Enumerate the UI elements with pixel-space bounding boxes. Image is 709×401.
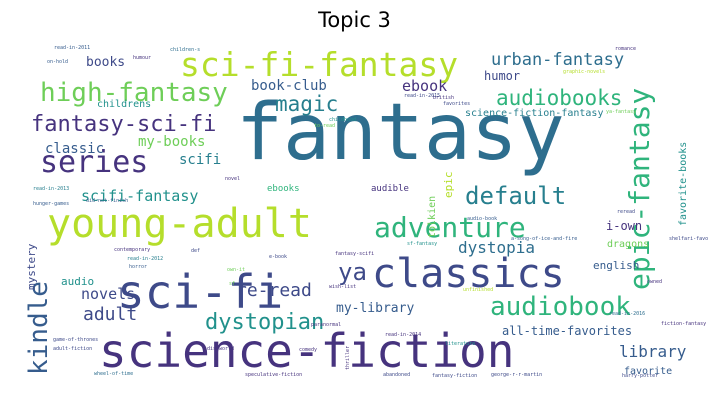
word-hunger-games: hunger-games <box>33 201 70 207</box>
word-on-hold: on-hold <box>47 59 69 65</box>
word-fantasy-sci-fi: fantasy-sci-fi <box>31 112 217 137</box>
word-classics: classics <box>372 251 565 297</box>
word-scifi: scifi <box>179 152 222 168</box>
word-own-it: own-it <box>227 267 246 273</box>
word-adult-fiction: adult-fiction <box>53 346 93 352</box>
word-tolkien: tolkien <box>427 195 438 238</box>
word-ebooks: ebooks <box>267 184 300 194</box>
word-sf-fantasy: sf-fantasy <box>407 241 438 247</box>
word-adult: adult <box>83 304 138 325</box>
word-harry-potter: harry-potter <box>622 373 659 379</box>
word-children-s: children-s <box>170 47 201 53</box>
word-mystery: mystery <box>25 243 38 290</box>
word-re-read: re-read <box>236 280 312 301</box>
word-dystopian: dystopian <box>205 310 325 335</box>
word-read-in-2011: read-in-2011 <box>54 45 91 51</box>
word-library: library <box>619 342 687 361</box>
word-fantasy-scifi: fantasy-scifi <box>335 251 375 257</box>
word-british: british <box>433 95 455 101</box>
chart-title: Topic 3 <box>318 8 391 32</box>
word-default: default <box>465 182 567 210</box>
word-book-club: book-club <box>251 78 327 94</box>
word-all-time-favorites: all-time-favorites <box>502 324 633 338</box>
word-epic: epic <box>442 171 455 199</box>
word-favorite: favorite <box>624 366 673 377</box>
word-romance: romance <box>615 46 637 52</box>
word-e-book: e-book <box>269 254 288 260</box>
word-sf: sf <box>229 281 236 287</box>
word-read-in-2013: read-in-2013 <box>33 186 70 192</box>
word-wheel-of-time: wheel-of-time <box>94 371 134 377</box>
word-fiction-fantasy: fiction-fantasy <box>661 321 707 327</box>
word-abandoned: abandoned <box>383 372 411 378</box>
word-sci-fi: sci-fi <box>117 265 284 319</box>
word-read-in-2016: read-in-2016 <box>609 311 646 317</box>
word-adventure: adventure <box>374 211 526 244</box>
word-audio: audio <box>61 275 95 288</box>
word-novels: novels <box>81 285 136 303</box>
word-dystopia: dystopia <box>458 238 536 257</box>
word-i-own: i-own <box>606 219 643 233</box>
word-magic: magic <box>275 92 339 116</box>
word-game-of-thrones: game-of-thrones <box>53 337 99 343</box>
word-to-read: to-read <box>314 123 336 129</box>
word-humor: humor <box>484 69 521 83</box>
word-childrens: childrens <box>97 99 152 110</box>
word-series: series <box>40 145 149 180</box>
word-novel: novel <box>225 176 241 182</box>
word-paranormal: paranormal <box>311 322 342 328</box>
word-scifi-fantasy: scifi-fantasy <box>81 187 199 205</box>
word-george-r-r-martin: george-r-r-martin <box>491 372 543 378</box>
word-ya: ya <box>338 258 367 286</box>
word-cloud: fantasy science-fiction sci-fi young-adu… <box>24 42 709 386</box>
word-high-fantasy: high-fantasy <box>40 78 228 108</box>
word-audible: audible <box>371 184 409 194</box>
word-did-not-finish: did-not-finish <box>86 198 129 204</box>
word-read-in-2012: read-in-2012 <box>127 256 164 262</box>
word-kindle: kindle <box>24 281 54 375</box>
word-owned: owned <box>647 279 663 285</box>
word-reread: reread <box>617 209 636 215</box>
word-childhood: childhood <box>329 117 357 123</box>
word-horror: horror <box>129 264 148 270</box>
word-favorite-books: favorite-books <box>678 141 689 226</box>
word-thriller: thriller <box>345 345 351 370</box>
word-english: english <box>593 259 640 272</box>
word-speculative-fiction: speculative-fiction <box>245 372 303 378</box>
word-books: books <box>86 55 126 70</box>
word-my-books: my-books <box>138 134 206 150</box>
word-def: def <box>191 248 201 254</box>
word-science-fiction: science-fiction <box>99 324 515 378</box>
word-my-library: my-library <box>336 301 415 316</box>
word-discworld: discworld <box>207 346 235 352</box>
word-young-adult: young-adult <box>47 201 312 247</box>
word-audio-book: audio-book <box>467 216 498 222</box>
word-favorites: favorites <box>443 101 471 107</box>
word-classic: classic <box>45 141 105 157</box>
word-comedy: comedy <box>299 347 318 353</box>
word-fantasy: fantasy <box>236 88 565 178</box>
word-literature: literature <box>445 341 476 347</box>
word-ebook: ebook <box>402 77 448 95</box>
word-science-fiction-fantasy: science-fiction-fantasy <box>465 108 604 119</box>
word-audiobook: audiobook <box>490 292 631 322</box>
word-unfinished: unfinished <box>463 287 494 293</box>
word-shelfari-favorites: shelfari-favorites <box>669 236 709 242</box>
word-a-song-of-ice-and-fire: a-song-of-ice-and-fire <box>511 236 578 242</box>
word-ya-fantasy: ya-fantasy <box>606 109 637 115</box>
word-contemporary: contemporary <box>114 247 151 253</box>
word-read-in-2014: read-in-2014 <box>385 332 422 338</box>
word-urban-fantasy: urban-fantasy <box>491 50 625 70</box>
word-sci-fi-fantasy: sci-fi-fantasy <box>180 45 459 84</box>
word-dragons: dragons <box>607 239 650 250</box>
word-graphic-novels: graphic-novels <box>563 69 606 75</box>
word-audiobooks: audiobooks <box>496 86 623 110</box>
word-fantasy-fiction: fantasy-fiction <box>432 373 478 379</box>
word-humour: humour <box>133 55 152 61</box>
word-read-in-2015: read-in-2015 <box>404 93 441 99</box>
word-wish-list: wish-list <box>329 284 357 290</box>
